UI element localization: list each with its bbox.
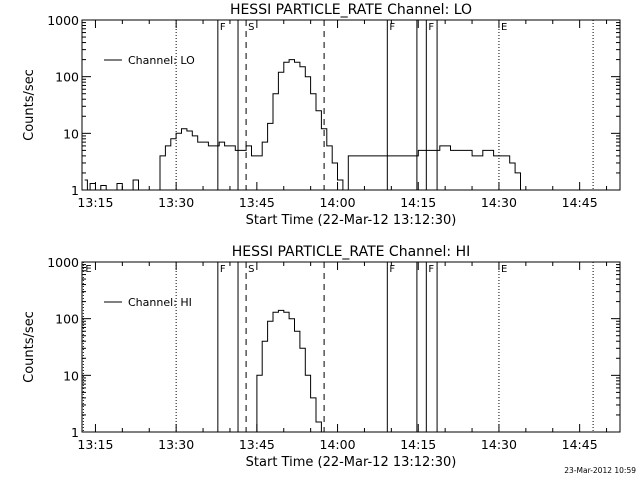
x-tick-label: 13:30 [158, 195, 194, 210]
x-tick-label: 14:00 [320, 195, 356, 210]
y-tick-label: 10 [63, 126, 79, 141]
y-tick-label: 100 [55, 312, 79, 327]
legend-label: Channel: HI [128, 296, 192, 309]
x-tick-label: 14:30 [481, 195, 517, 210]
marker-label: E [501, 22, 507, 33]
x-axis-label: Start Time (22-Mar-12 13:12:30) [246, 455, 457, 470]
marker-label: S [248, 22, 254, 33]
x-tick-label: 13:45 [239, 195, 275, 210]
panel-hi: HESSI PARTICLE_RATE Channel: HI E F S F F E 13:… [22, 244, 621, 470]
panel-lo: HESSI PARTICLE_RATE Channel: LO F S F F E 13:1… [22, 2, 621, 228]
timestamp: 23-Mar-2012 10:59 [564, 466, 636, 475]
marker-label: F [220, 22, 226, 33]
marker-label: F [428, 22, 434, 33]
legend-label: Channel: LO [128, 54, 195, 67]
marker-label: E [85, 264, 91, 275]
marker-label: F [428, 264, 434, 275]
marker-label: S [248, 264, 254, 275]
y-tick-label: 1000 [47, 255, 79, 270]
y-tick-label: 100 [55, 70, 79, 85]
chart-title: HESSI PARTICLE_RATE Channel: HI [232, 244, 470, 260]
chart-title: HESSI PARTICLE_RATE Channel: LO [230, 2, 472, 18]
x-axis-label: Start Time (22-Mar-12 13:12:30) [246, 213, 457, 228]
x-tick-label: 14:45 [562, 437, 598, 452]
marker-label: F [389, 264, 395, 275]
x-tick-label: 14:15 [400, 195, 436, 210]
marker-label: F [220, 264, 226, 275]
series-line-0 [84, 59, 521, 191]
x-tick-label: 13:45 [239, 437, 275, 452]
x-tick-label: 14:15 [400, 437, 436, 452]
y-axis-label: Counts/sec [22, 69, 37, 141]
x-tick-label: 14:00 [320, 437, 356, 452]
marker-label: F [389, 22, 395, 33]
series-line-0 [251, 309, 322, 433]
x-tick-label: 14:30 [481, 437, 517, 452]
x-tick-label: 13:30 [158, 437, 194, 452]
y-tick-label: 1 [71, 183, 79, 198]
plot-frame [81, 261, 621, 433]
marker-label: E [501, 264, 507, 275]
x-tick-label: 13:15 [77, 437, 113, 452]
y-tick-label: 1 [71, 425, 79, 440]
x-tick-label: 14:45 [562, 195, 598, 210]
y-axis-label: Counts/sec [22, 311, 37, 383]
y-tick-label: 10 [63, 368, 79, 383]
plot-frame [81, 19, 621, 191]
x-tick-label: 13:15 [77, 195, 113, 210]
y-tick-label: 1000 [47, 13, 79, 28]
